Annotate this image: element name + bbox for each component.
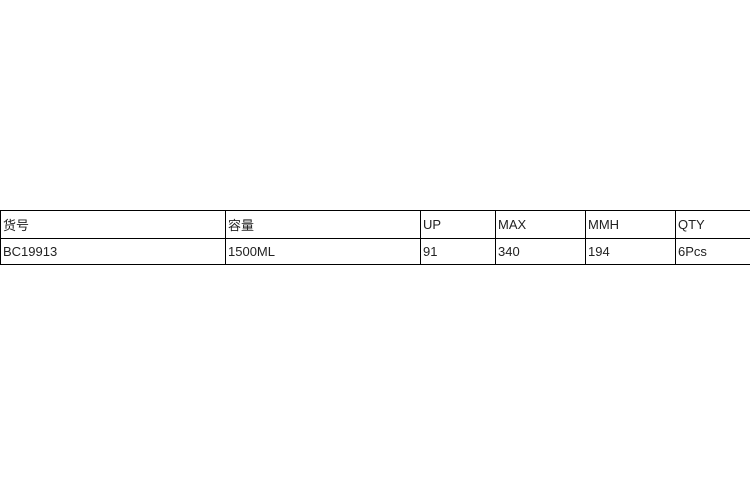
table-row: BC19913 1500ML 91 340 194 6Pcs [1,239,750,265]
cell-qty: 6Pcs [676,239,750,265]
product-spec-table: 货号 容量 UP MAX MMH QTY BC19913 1500ML 91 3… [0,210,750,265]
col-header-item-no: 货号 [1,211,226,239]
col-header-mmh: MMH [586,211,676,239]
col-header-qty: QTY [676,211,750,239]
col-header-capacity: 容量 [226,211,421,239]
cell-item-no: BC19913 [1,239,226,265]
cell-mmh: 194 [586,239,676,265]
cell-max: 340 [496,239,586,265]
col-header-max: MAX [496,211,586,239]
col-header-up: UP [421,211,496,239]
cell-up: 91 [421,239,496,265]
product-spec-table-wrap: 货号 容量 UP MAX MMH QTY BC19913 1500ML 91 3… [0,210,750,265]
table-header-row: 货号 容量 UP MAX MMH QTY [1,211,750,239]
cell-capacity: 1500ML [226,239,421,265]
